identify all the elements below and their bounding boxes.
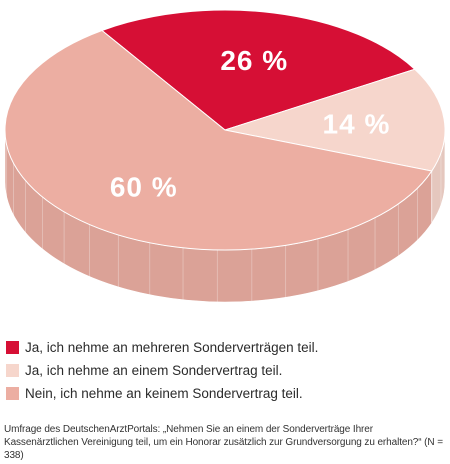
- survey-footnote: Umfrage des DeutschenArztPortals: „Nehme…: [4, 424, 443, 461]
- legend-label-einem: Ja, ich nehme an einem Sondervertrag tei…: [25, 363, 283, 378]
- legend-item-keinem: Nein, ich nehme an keinem Sondervertrag …: [6, 382, 446, 405]
- legend-swatch-einem: [6, 364, 19, 377]
- pie-value-labels: 26 % 14 % 60 %: [110, 45, 391, 203]
- legend-item-mehrere: Ja, ich nehme an mehreren Sonderverträge…: [6, 336, 446, 359]
- pie-slice-keinem: [4, 29, 433, 251]
- legend-label-keinem: Nein, ich nehme an keinem Sondervertrag …: [25, 386, 303, 401]
- pie-sides: [4, 129, 446, 303]
- pie-slices: [4, 9, 446, 251]
- value-label-mehrere: 26 %: [220, 45, 288, 76]
- legend-item-einem: Ja, ich nehme an einem Sondervertrag tei…: [6, 359, 446, 382]
- pie-slice-mehrere: [100, 9, 416, 131]
- value-label-einem: 14 %: [323, 108, 391, 139]
- pie-chart: 26 % 14 % 60 %: [4, 9, 446, 303]
- legend-swatch-keinem: [6, 387, 19, 400]
- pie-slice-einem: [223, 68, 446, 172]
- legend-label-mehrere: Ja, ich nehme an mehreren Sonderverträge…: [25, 340, 319, 355]
- value-label-keinem: 60 %: [110, 172, 178, 203]
- legend: Ja, ich nehme an mehreren Sonderverträge…: [6, 336, 446, 405]
- legend-swatch-mehrere: [6, 341, 19, 354]
